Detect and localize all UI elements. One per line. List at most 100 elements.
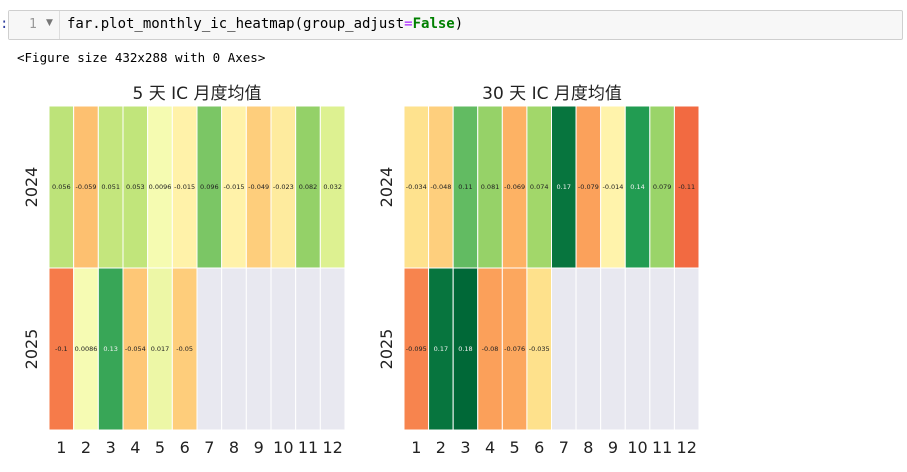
heatmap-cell: [428, 267, 454, 431]
cell-value-label: 0.14: [630, 183, 644, 191]
heatmap-cell: [295, 267, 321, 431]
cell-value-label: -0.054: [125, 345, 146, 353]
cell-value-label: 0.032: [323, 183, 342, 191]
cell-value-label: -0.095: [406, 345, 427, 353]
chart-title: 30 天 IC 月度均值: [482, 84, 622, 104]
cell-value-label: 0.074: [530, 183, 549, 191]
heatmap-cell: [673, 105, 700, 269]
cell-value-label: -0.014: [602, 183, 623, 191]
cell-value-label: -0.08: [482, 345, 499, 353]
cell-value-label: 0.17: [557, 183, 571, 191]
heatmap-cell: [73, 105, 99, 269]
cell-value-label: 0.082: [299, 183, 318, 191]
heatmap-cell: [673, 267, 700, 431]
column-label-month: 4: [130, 438, 140, 457]
heatmap-cell: [477, 267, 503, 431]
column-label-month: 5: [155, 438, 165, 457]
cell-value-label: -0.035: [529, 345, 550, 353]
column-label-month: 9: [254, 438, 264, 457]
heatmap-cell: [147, 267, 173, 431]
heatmap-cell: [526, 267, 553, 431]
cell-value-label: -0.048: [430, 183, 451, 191]
heatmap-cell: [171, 105, 198, 269]
heatmap-cell: [319, 267, 346, 431]
cell-value-label: 0.18: [458, 345, 472, 353]
heatmap-cell: [171, 267, 198, 431]
heatmap-cell: [97, 267, 124, 431]
heatmap-cell: [501, 267, 528, 431]
column-label-month: 9: [608, 438, 618, 457]
cell-value-label: 0.051: [101, 183, 120, 191]
heatmap-cell: [452, 267, 479, 431]
heatmap-cell: [551, 105, 577, 269]
heatmap-cell: [575, 267, 602, 431]
cell-value-label: 0.081: [481, 183, 500, 191]
cell-value-label: 0.17: [434, 345, 448, 353]
cell-value-label: 0.096: [200, 183, 219, 191]
row-label-year: 2025: [22, 329, 41, 370]
heatmap-cell: [501, 105, 528, 269]
column-label-month: 1: [411, 438, 421, 457]
column-label-month: 7: [204, 438, 214, 457]
heatmap-cell: [600, 267, 626, 431]
column-label-month: 4: [485, 438, 495, 457]
cell-value-label: -0.015: [224, 183, 245, 191]
code-line[interactable]: far.plot_monthly_ic_heatmap(group_adjust…: [67, 16, 463, 32]
heatmap-cell: [452, 105, 479, 269]
heatmap-cell: [270, 105, 297, 269]
row-label-year: 2024: [377, 167, 396, 208]
column-label-month: 5: [510, 438, 520, 457]
column-label-month: 2: [81, 438, 91, 457]
row-label-year: 2025: [377, 329, 396, 370]
cell-value-label: -0.05: [176, 345, 193, 353]
line-number: 1: [29, 17, 37, 32]
heatmap-cell: [319, 105, 346, 269]
column-label-month: 12: [322, 438, 342, 457]
heatmap-cell: [196, 105, 223, 269]
column-label-month: 3: [460, 438, 470, 457]
code-call: far.plot_monthly_ic_heatmap(group_adjust: [67, 16, 405, 32]
heatmap-cell: [600, 105, 626, 269]
fold-arrow-icon[interactable]: ▼: [46, 18, 53, 28]
cell-value-label: -0.069: [504, 183, 525, 191]
heatmap-cell: [477, 105, 503, 269]
heatmap-cell: [428, 105, 454, 269]
heatmap-cell: [221, 105, 247, 269]
column-label-month: 12: [677, 438, 697, 457]
cell-value-label: -0.034: [406, 183, 427, 191]
column-label-month: 8: [583, 438, 593, 457]
code-paren: ): [454, 16, 464, 32]
column-label-month: 6: [180, 438, 190, 457]
cell-value-label: 0.017: [151, 345, 170, 353]
heatmap-cell: [624, 267, 651, 431]
cell-value-label: -0.11: [678, 183, 695, 191]
column-label-month: 11: [652, 438, 672, 457]
cell-value-label: -0.023: [273, 183, 294, 191]
cell-value-label: -0.079: [578, 183, 599, 191]
chart-title: 5 天 IC 月度均值: [133, 84, 262, 104]
cell-value-label: 0.053: [126, 183, 145, 191]
heatmap-cell: [122, 267, 149, 431]
code-cell[interactable]: 1 ▼ far.plot_monthly_ic_heatmap(group_ad…: [8, 10, 903, 40]
code-keyword: False: [412, 16, 455, 32]
heatmap-cell: [147, 105, 173, 269]
cell-prompt: :: [0, 16, 9, 32]
column-label-month: 10: [273, 438, 293, 457]
heatmap-cell: [73, 267, 99, 431]
heatmap-cell: [526, 105, 553, 269]
heatmap-cell: [221, 267, 247, 431]
cell-value-label: 0.0096: [149, 183, 172, 191]
column-label-month: 7: [559, 438, 569, 457]
figure-size-output: <Figure size 432x288 with 0 Axes>: [17, 50, 266, 65]
cell-value-label: -0.049: [248, 183, 269, 191]
cell-value-label: 0.11: [458, 183, 472, 191]
column-label-month: 8: [229, 438, 239, 457]
column-label-month: 3: [106, 438, 116, 457]
column-label-month: 2: [436, 438, 446, 457]
heatmap-cell: [270, 267, 297, 431]
heatmap-cell: [551, 267, 577, 431]
column-label-month: 11: [298, 438, 318, 457]
heatmap-cell: [245, 267, 272, 431]
cell-value-label: -0.015: [174, 183, 195, 191]
heatmap-cell: [649, 267, 675, 431]
